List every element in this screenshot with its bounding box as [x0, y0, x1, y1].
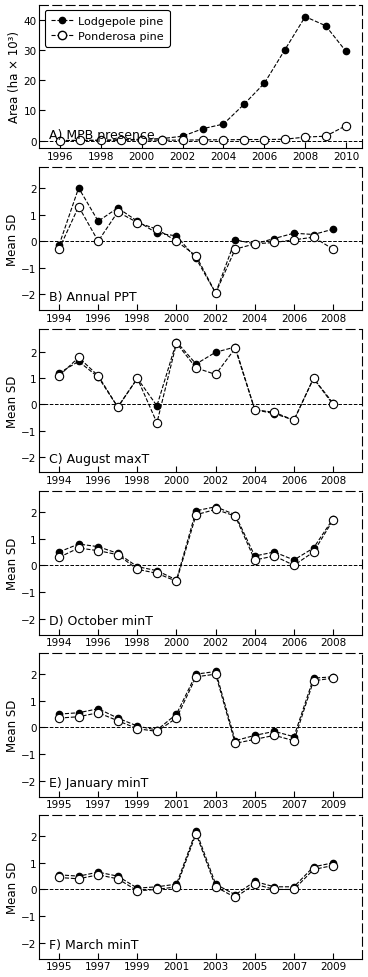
Text: D) October minT: D) October minT	[49, 615, 153, 627]
Text: B) Annual PPT: B) Annual PPT	[49, 291, 137, 304]
Y-axis label: Mean SD: Mean SD	[6, 375, 18, 427]
Text: A) MPB presence: A) MPB presence	[49, 129, 155, 142]
Text: E) January minT: E) January minT	[49, 777, 149, 789]
Text: C) August maxT: C) August maxT	[49, 452, 149, 466]
Y-axis label: Mean SD: Mean SD	[6, 861, 18, 913]
Y-axis label: Mean SD: Mean SD	[6, 537, 18, 589]
Legend: Lodgepole pine, Ponderosa pine: Lodgepole pine, Ponderosa pine	[45, 11, 170, 48]
Y-axis label: Area (ha × 10³): Area (ha × 10³)	[8, 31, 21, 123]
Y-axis label: Mean SD: Mean SD	[6, 213, 18, 266]
Text: F) March minT: F) March minT	[49, 939, 139, 952]
Y-axis label: Mean SD: Mean SD	[6, 699, 18, 751]
